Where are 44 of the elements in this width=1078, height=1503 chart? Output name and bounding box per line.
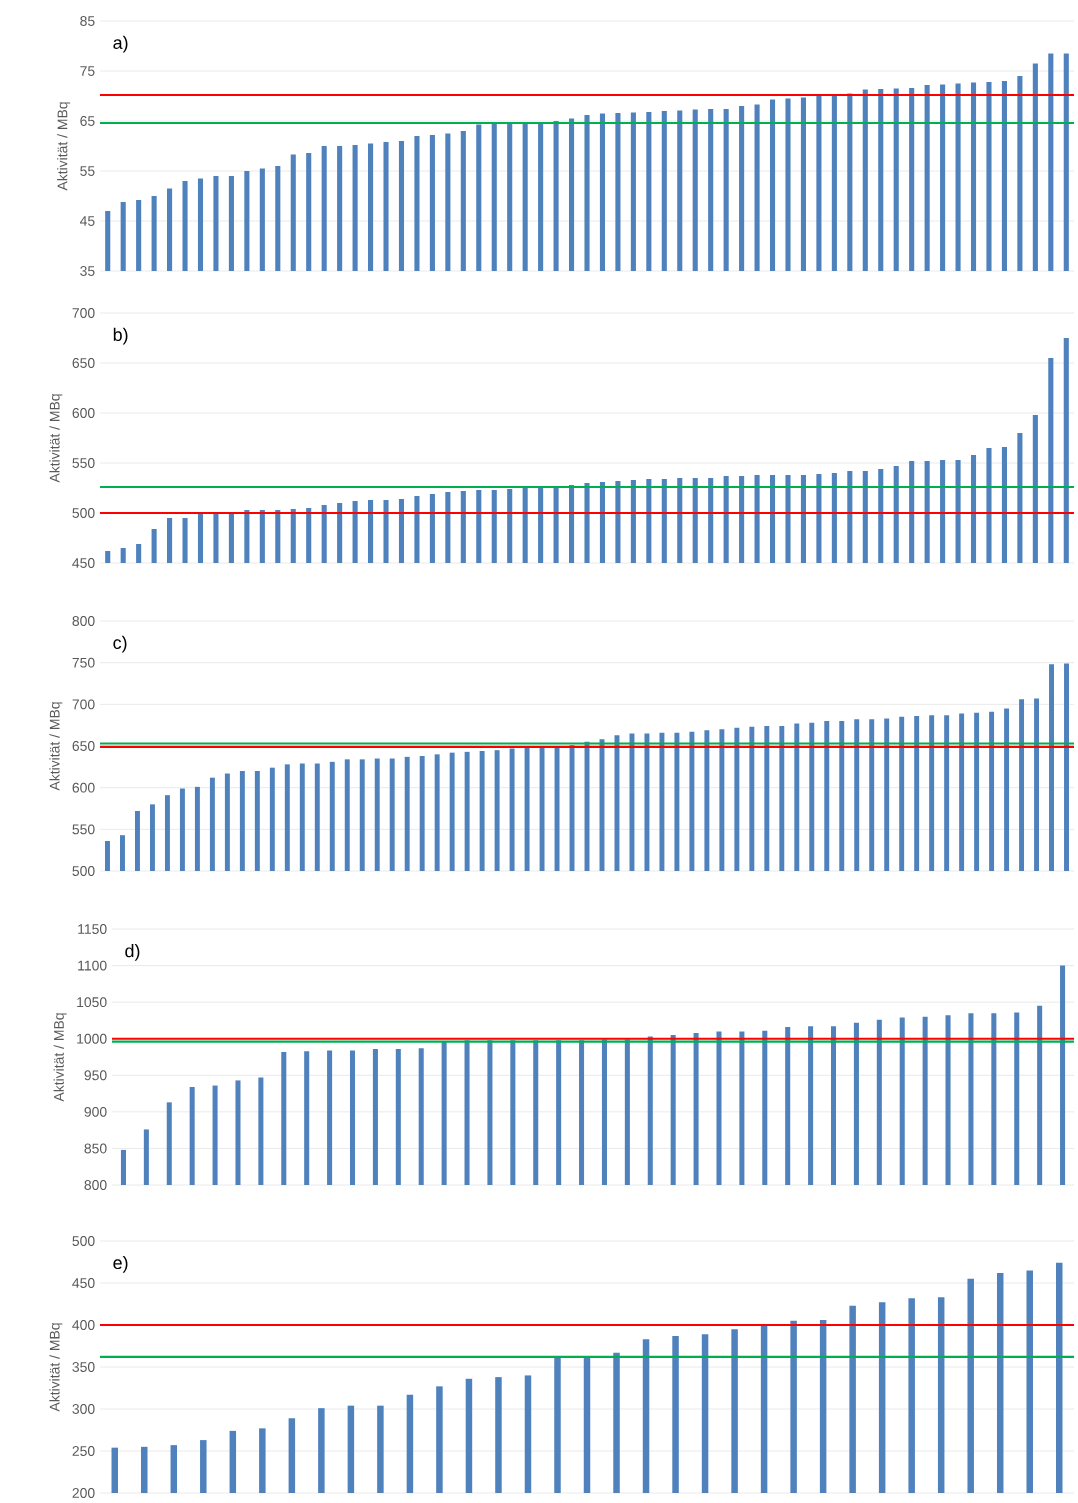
y-tick-label: 600 — [72, 782, 95, 793]
y-tick-label: 350 — [72, 1362, 95, 1372]
y-tick-label: 75 — [80, 66, 95, 76]
y-tick-label: 950 — [84, 1070, 107, 1081]
annotation: a) — [113, 35, 128, 53]
y-tick-label: 500 — [72, 508, 95, 518]
y-tick-label: 200 — [72, 1488, 95, 1498]
y-tick-label: 1100 — [78, 960, 107, 971]
y-tick-label: 65 — [80, 116, 95, 126]
y-tick-label: 250 — [72, 1446, 95, 1456]
y-tick-label: 800 — [72, 616, 95, 626]
y-axis-title: Aktivität / MBq — [49, 1323, 63, 1412]
y-tick-label: 500 — [72, 866, 95, 876]
y-tick-label: 750 — [72, 657, 95, 668]
y-tick-label: 600 — [72, 408, 95, 418]
y-tick-label: 550 — [72, 824, 95, 835]
y-tick-label: 300 — [72, 1404, 95, 1414]
y-tick-label: 450 — [72, 558, 95, 568]
y-tick-label: 1050 — [77, 997, 107, 1008]
annotation: c) — [113, 635, 127, 653]
annotation: e) — [113, 1255, 128, 1273]
y-tick-label: 900 — [84, 1106, 107, 1117]
y-axis-title: Aktivität / MBq — [57, 102, 71, 191]
y-tick-label: 500 — [72, 1236, 95, 1246]
y-axis-title: Aktivität / MBq — [53, 1013, 67, 1102]
y-tick-label: 700 — [72, 699, 95, 710]
y-tick-label: 35 — [80, 266, 95, 276]
y-tick-label: 850 — [84, 1143, 107, 1154]
y-tick-label: 55 — [80, 166, 95, 176]
y-axis-title: Aktivität / MBq — [49, 394, 63, 483]
y-axis-title: Aktivität / MBq — [49, 702, 63, 791]
y-tick-label: 450 — [72, 1278, 95, 1288]
y-tick-label: 800 — [84, 1180, 107, 1190]
y-tick-label: 45 — [79, 216, 95, 226]
y-tick-label: 700 — [72, 308, 95, 318]
y-tick-label: 550 — [72, 458, 95, 468]
annotation: d) — [125, 944, 140, 961]
annotation: b) — [113, 327, 128, 345]
y-tick-label: 1000 — [77, 1033, 107, 1044]
y-tick-label: 400 — [72, 1320, 95, 1330]
y-tick-label: 1150 — [78, 924, 107, 934]
y-tick-label: 650 — [72, 358, 95, 368]
y-tick-label: 650 — [72, 741, 95, 751]
y-tick-label: 85 — [80, 16, 95, 26]
